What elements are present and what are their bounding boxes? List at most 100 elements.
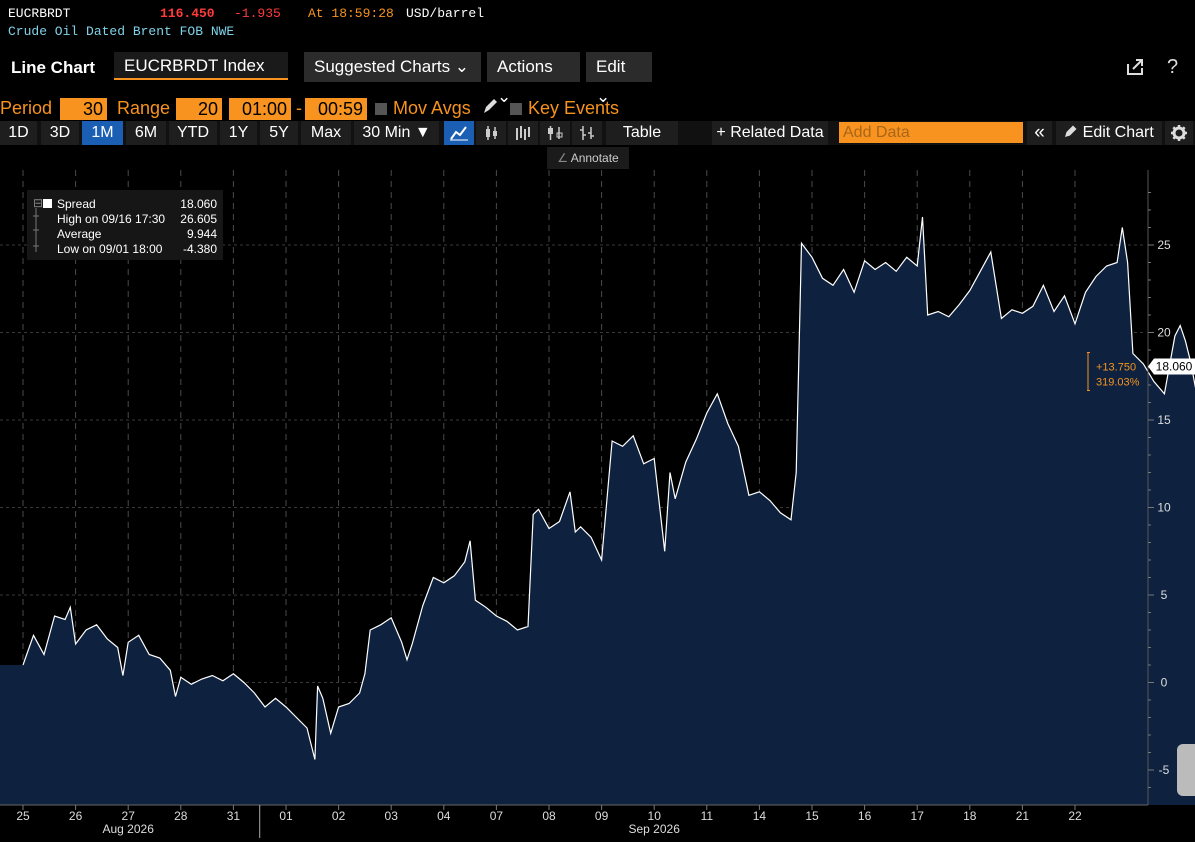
y-tick-label: 5 <box>1161 588 1168 602</box>
legend-value: 26.605 <box>180 212 217 226</box>
time-from-input[interactable]: 01:00 <box>229 98 291 120</box>
line-chart-icon[interactable] <box>444 121 474 145</box>
add-data-input[interactable]: Add Data <box>839 122 1023 143</box>
x-tick-label: 03 <box>385 809 399 823</box>
series-line <box>22 216 1195 760</box>
range-input[interactable]: 20 <box>176 98 222 120</box>
legend-markers <box>33 208 39 252</box>
ticker-price: 116.450 <box>160 6 215 21</box>
interval-dropdown[interactable]: 30 Min ▼ <box>354 121 439 145</box>
range-max[interactable]: Max <box>301 121 351 145</box>
bar-ohlc-icon[interactable] <box>508 121 538 145</box>
range-1m[interactable]: 1M <box>82 121 123 145</box>
x-tick-label: 26 <box>69 809 83 823</box>
mov-avgs-label: Mov Avgs <box>393 98 471 118</box>
suggested-charts-button[interactable]: Suggested Charts ⌄ <box>304 52 481 82</box>
y-tick-label: 20 <box>1157 326 1171 340</box>
y-axis: -5 0 5 10 15 20 25 <box>1147 170 1171 805</box>
help-icon[interactable]: ? <box>1167 56 1179 78</box>
y-tick-label: 0 <box>1161 676 1168 690</box>
actions-button[interactable]: Actions ⌄ <box>487 52 580 106</box>
x-tick-label: 01 <box>279 809 293 823</box>
ohlc-icon[interactable] <box>572 121 602 145</box>
time-dash: - <box>296 98 302 118</box>
legend-row-spread: ⊟ Spread 18.060 <box>27 196 223 212</box>
period-row: Period 30 Range 20 01:00 - 00:59 Mov Avg… <box>0 96 1195 120</box>
x-tick-label: 09 <box>595 809 609 823</box>
x-axis: 25 26 27 28 31 01 02 03 04 07 08 09 10 11 14 15 16 17 18 21… <box>0 804 1148 838</box>
key-events-checkbox[interactable] <box>510 103 522 116</box>
ticker-time: At 18:59:28 <box>308 6 394 21</box>
hilo-icon[interactable] <box>540 121 570 145</box>
collapse-icon: ⊟ <box>33 196 44 210</box>
edit-chart-button[interactable]: Edit Chart <box>1056 121 1162 145</box>
legend-label: High on 09/16 17:30 <box>57 212 166 226</box>
legend-row-high: High on 09/16 17:30 26.605 <box>27 212 223 227</box>
series-area <box>0 217 1195 805</box>
x-tick-label: 14 <box>753 809 767 823</box>
related-data-button[interactable]: + Related Data <box>712 121 828 145</box>
y-tick-label: -5 <box>1159 763 1170 777</box>
x-tick-label: 17 <box>911 809 925 823</box>
x-tick-label: 18 <box>963 809 977 823</box>
last-value-label: 18.060 <box>1156 359 1193 373</box>
x-tick-label: 07 <box>490 809 504 823</box>
change-pct-label: 319.03% <box>1096 376 1140 388</box>
x-tick-label: 10 <box>648 809 662 823</box>
y-tick-label: 25 <box>1157 238 1171 252</box>
mov-avgs-checkbox[interactable] <box>375 103 387 116</box>
range-5y[interactable]: 5Y <box>260 121 298 145</box>
chart-legend: ⊟ Spread 18.060 High on 09/16 17:30 26.6… <box>27 190 223 260</box>
key-events-toggle[interactable]: Key Events <box>510 98 619 119</box>
x-tick-label: 28 <box>174 809 188 823</box>
x-tick-label: 22 <box>1068 809 1082 823</box>
legend-value: 18.060 <box>180 197 217 211</box>
legend-value: -4.380 <box>182 242 217 256</box>
collapse-button[interactable]: « <box>1027 121 1052 145</box>
range-1d[interactable]: 1D <box>0 121 37 145</box>
legend-value: 9.944 <box>186 227 217 241</box>
x-tick-label: 31 <box>227 809 241 823</box>
range-3d[interactable]: 3D <box>41 121 79 145</box>
ticker-change: -1.935 <box>234 6 281 21</box>
ticker-description: Crude Oil Dated Brent FOB NWE <box>8 24 235 39</box>
period-input[interactable]: 30 <box>60 98 107 120</box>
x-tick-label: 02 <box>332 809 346 823</box>
security-field[interactable]: EUCRBRDT Index <box>114 52 288 80</box>
page-title: Line Chart <box>11 58 96 77</box>
x-tick-label: 21 <box>1016 809 1030 823</box>
candlestick-icon[interactable] <box>476 121 506 145</box>
ticker-symbol: EUCRBRDT <box>8 6 71 21</box>
x-month-label: Sep 2026 <box>629 822 681 836</box>
legend-row-average: Average 9.944 <box>27 227 223 242</box>
range-ytd[interactable]: YTD <box>169 121 217 145</box>
share-icon[interactable] <box>1124 56 1146 84</box>
edit-chart-label: Edit Chart <box>1082 124 1154 141</box>
time-to-input[interactable]: 00:59 <box>305 98 367 120</box>
legend-label: Average <box>57 227 102 241</box>
change-abs-label: +13.750 <box>1096 361 1136 373</box>
x-tick-label: 16 <box>858 809 872 823</box>
pencil-icon[interactable] <box>481 96 499 121</box>
series-swatch <box>43 199 52 208</box>
edit-button[interactable]: Edit ⌄ <box>586 52 652 106</box>
annotate-button[interactable]: ∠ Annotate <box>547 147 629 169</box>
side-panel-tab[interactable] <box>1177 744 1195 796</box>
annotate-label: Annotate <box>570 151 619 165</box>
y-tick-label: 15 <box>1157 413 1171 427</box>
key-events-label: Key Events <box>528 98 620 118</box>
x-tick-label: 27 <box>122 809 136 823</box>
x-tick-label: 08 <box>542 809 556 823</box>
ticker-unit: USD/barrel <box>406 6 485 21</box>
table-button[interactable]: Table <box>606 121 678 145</box>
legend-label: Low on 09/01 18:00 <box>57 242 163 256</box>
period-label: Period <box>0 98 53 118</box>
mov-avgs-toggle[interactable]: Mov Avgs <box>375 98 471 119</box>
gear-icon[interactable] <box>1165 121 1193 145</box>
x-tick-label: 25 <box>16 809 30 823</box>
range-6m[interactable]: 6M <box>126 121 166 145</box>
range-1y[interactable]: 1Y <box>220 121 257 145</box>
x-tick-label: 04 <box>437 809 451 823</box>
y-tick-label: 10 <box>1157 501 1171 515</box>
